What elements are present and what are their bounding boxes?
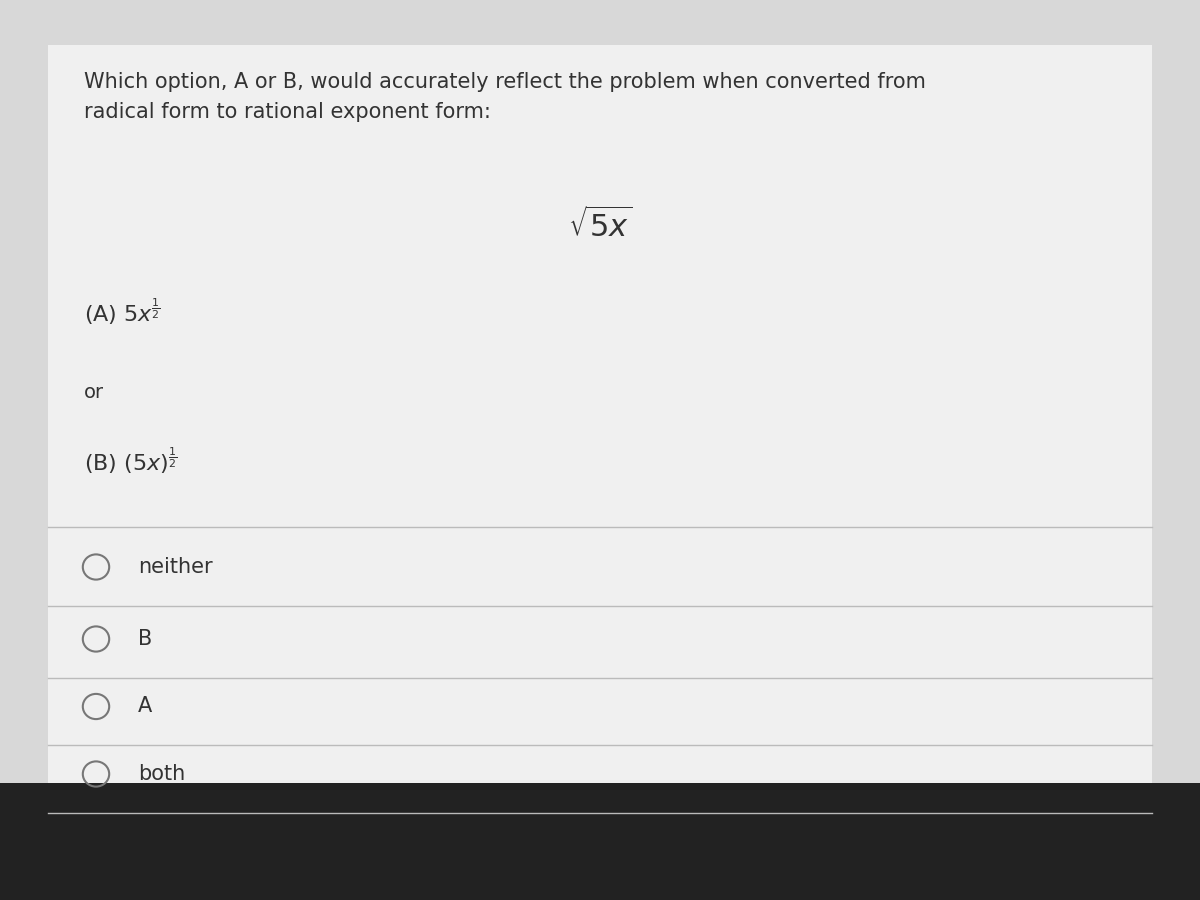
- Text: (A) $5x^{\frac{1}{2}}$: (A) $5x^{\frac{1}{2}}$: [84, 297, 161, 328]
- FancyBboxPatch shape: [48, 45, 1152, 783]
- FancyBboxPatch shape: [0, 783, 1200, 900]
- Text: A: A: [138, 697, 152, 716]
- Text: (B) $(5x)^{\frac{1}{2}}$: (B) $(5x)^{\frac{1}{2}}$: [84, 446, 178, 476]
- Text: neither: neither: [138, 557, 212, 577]
- Text: or: or: [84, 382, 104, 401]
- Text: both: both: [138, 764, 185, 784]
- Text: $\sqrt{5x}$: $\sqrt{5x}$: [568, 207, 632, 243]
- Text: B: B: [138, 629, 152, 649]
- Text: Which option, A or B, would accurately reflect the problem when converted from
r: Which option, A or B, would accurately r…: [84, 72, 926, 122]
